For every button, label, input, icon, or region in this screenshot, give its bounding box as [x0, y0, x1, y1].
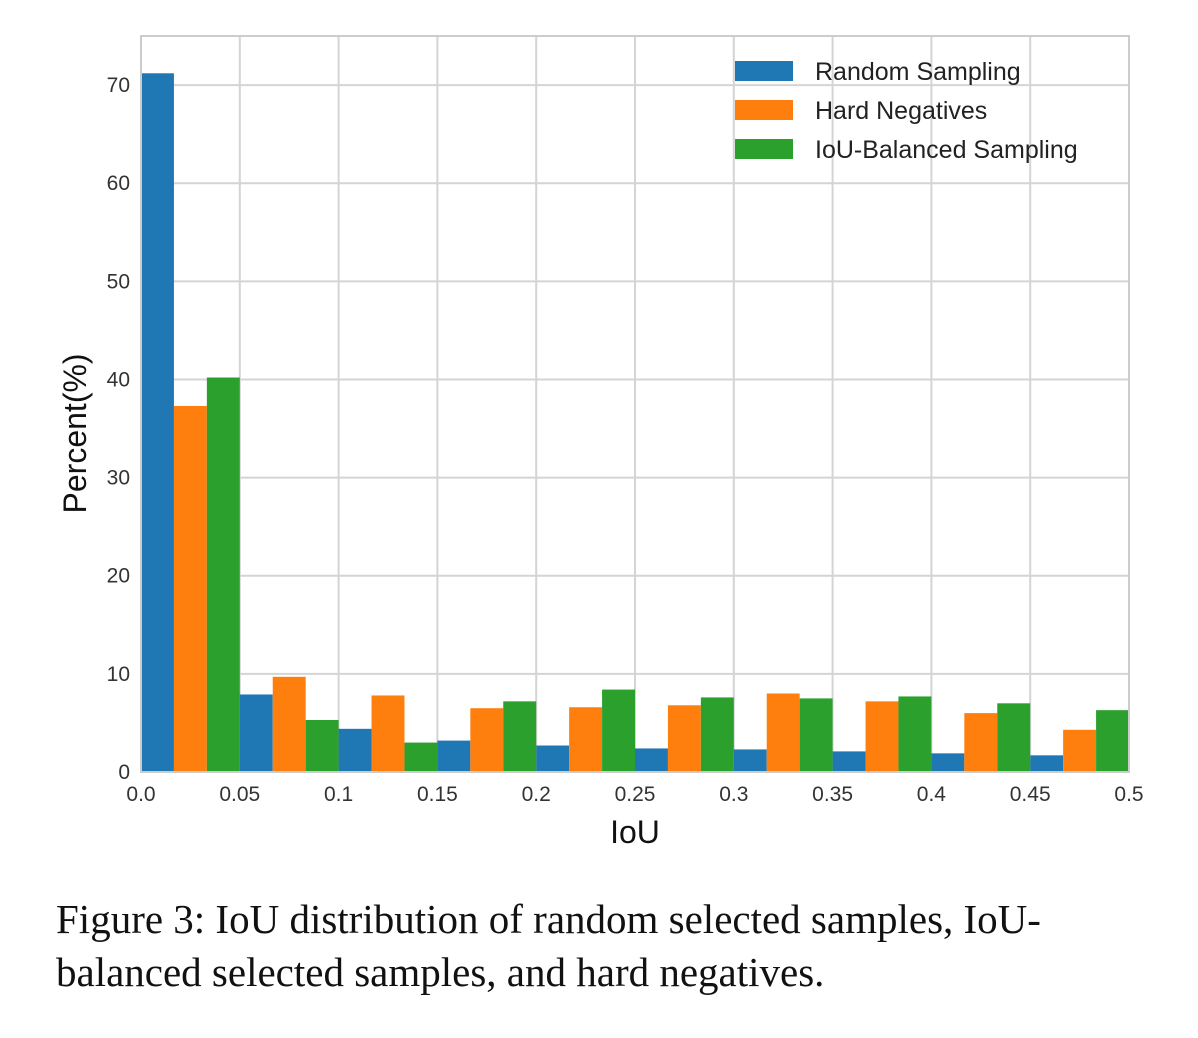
x-tick-label: 0.05: [219, 783, 260, 806]
legend-label: Random Sampling: [815, 58, 1021, 86]
bar-random-sampling-bin-4: [536, 745, 570, 772]
plot-frame: [140, 35, 1130, 773]
bar-hard-negatives-bin-1: [272, 676, 306, 772]
bar-iou-balanced-sampling-bin-6: [799, 698, 833, 772]
bar-iou-balanced-sampling-bin-3: [503, 701, 537, 772]
bar-hard-negatives-bin-5: [667, 705, 701, 772]
x-tick-label: 0.15: [417, 783, 458, 806]
bar-random-sampling-bin-8: [931, 753, 965, 772]
ticks-layer: 0.0 0.05 0.1 0.15 0.2 0.25 0.3 0.35 0.4 0.45 0.5 0 1…: [107, 74, 1144, 806]
bar-hard-negatives-bin-0: [173, 405, 207, 772]
y-tick-label: 10: [107, 663, 130, 686]
legend-swatch: [735, 100, 793, 120]
y-tick-label: 40: [107, 368, 130, 391]
bar-iou-balanced-sampling-bin-2: [404, 742, 438, 772]
x-tick-label: 0.3: [719, 783, 748, 806]
legend-swatch: [735, 61, 793, 81]
bar-random-sampling-bin-2: [338, 728, 372, 772]
bar-iou-balanced-sampling-bin-9: [1096, 710, 1129, 772]
y-tick-label: 0: [118, 761, 130, 784]
y-tick-label: 70: [107, 74, 130, 97]
bar-hard-negatives-bin-6: [766, 693, 800, 772]
bar-iou-balanced-sampling-bin-8: [997, 703, 1031, 772]
bars-layer: [141, 73, 1129, 773]
bar-iou-balanced-sampling-bin-5: [700, 697, 734, 772]
bar-iou-balanced-sampling-bin-1: [305, 719, 339, 772]
y-axis-label: Percent(%): [57, 353, 93, 513]
x-tick-label: 0.35: [812, 783, 853, 806]
bar-hard-negatives-bin-8: [964, 713, 998, 772]
y-tick-label: 20: [107, 565, 130, 588]
bar-random-sampling-bin-1: [239, 694, 273, 772]
figure-caption: Figure 3: IoU distribution of random sel…: [56, 896, 1041, 995]
x-tick-label: 0.1: [324, 783, 353, 806]
bar-random-sampling-bin-6: [733, 749, 767, 772]
bar-iou-balanced-sampling-bin-4: [602, 689, 635, 772]
y-tick-label: 30: [107, 467, 130, 490]
y-tick-label: 60: [107, 172, 130, 195]
x-tick-label: 0.0: [126, 783, 155, 806]
bar-hard-negatives-bin-7: [865, 701, 899, 772]
x-axis-label: IoU: [610, 814, 660, 850]
y-tick-label: 50: [107, 270, 130, 293]
legend: Random Sampling Hard Negatives IoU-Balance…: [735, 58, 1078, 164]
x-tick-label: 0.2: [522, 783, 551, 806]
bar-hard-negatives-bin-9: [1063, 729, 1097, 772]
bar-hard-negatives-bin-2: [371, 695, 405, 772]
x-tick-label: 0.45: [1010, 783, 1051, 806]
iou-distribution-chart: 0.0 0.05 0.1 0.15 0.2 0.25 0.3 0.35 0.4 0.45 0.5 0 1…: [57, 35, 1144, 850]
x-tick-label: 0.4: [917, 783, 947, 806]
bar-iou-balanced-sampling-bin-0: [206, 377, 240, 772]
x-tick-label: 0.5: [1114, 783, 1143, 806]
legend-label: IoU-Balanced Sampling: [815, 136, 1078, 164]
bar-random-sampling-bin-7: [832, 751, 866, 772]
legend-swatch: [735, 139, 793, 159]
legend-label: Hard Negatives: [815, 97, 987, 125]
x-tick-label: 0.25: [615, 783, 656, 806]
bar-random-sampling-bin-3: [437, 740, 471, 772]
bar-hard-negatives-bin-3: [470, 708, 504, 772]
bar-iou-balanced-sampling-bin-7: [898, 696, 932, 772]
bar-random-sampling-bin-9: [1030, 755, 1064, 772]
bar-random-sampling-bin-0: [141, 73, 174, 773]
bar-hard-negatives-bin-4: [569, 707, 603, 772]
bar-random-sampling-bin-5: [635, 748, 668, 772]
